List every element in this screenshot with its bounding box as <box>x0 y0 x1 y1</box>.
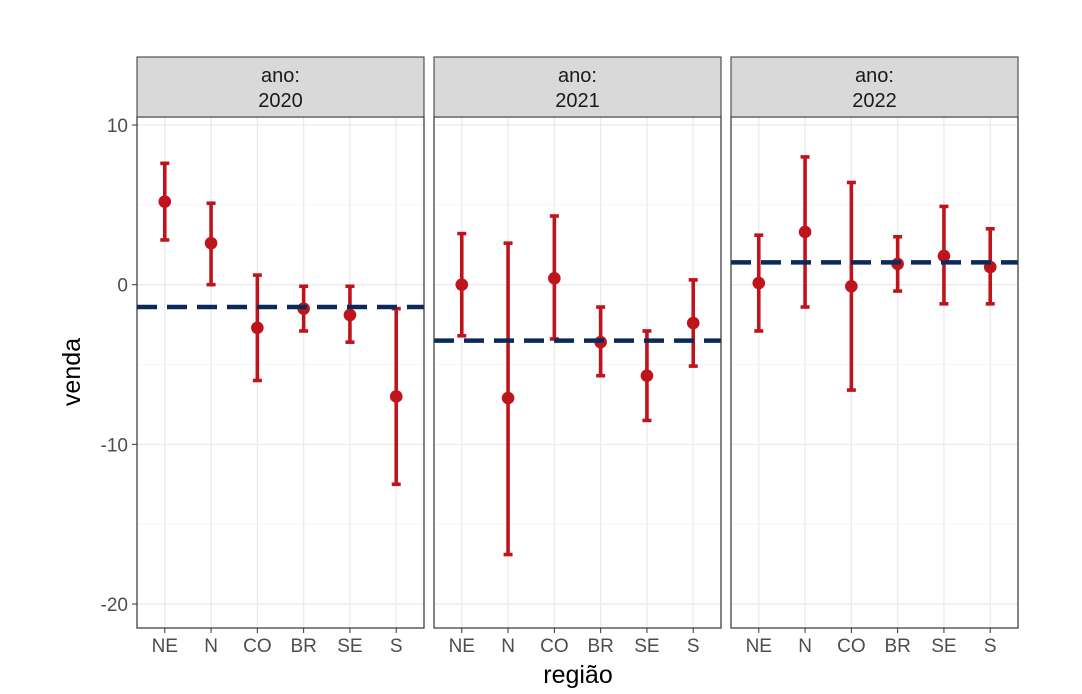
x-tick-label: S <box>687 636 700 657</box>
marks-layer <box>158 155 997 557</box>
data-point-s <box>389 390 403 403</box>
x-tick-label: CO <box>837 636 866 657</box>
x-tick-label: SE <box>634 636 659 657</box>
x-tick-label: BR <box>587 636 613 657</box>
data-point-co <box>548 271 561 285</box>
facet-strip <box>433 56 722 118</box>
x-tick-label: N <box>501 636 515 657</box>
facet-strip-label-line1: ano: <box>558 65 597 87</box>
data-point-ne <box>158 195 172 208</box>
x-tick-label: S <box>390 636 403 657</box>
data-point-n <box>204 236 218 250</box>
x-tick-label: SE <box>337 636 362 657</box>
data-point-co <box>845 279 858 293</box>
facet-strip-label-line1: ano: <box>261 65 300 87</box>
reference-lines-layer <box>137 260 1018 343</box>
y-tick-label: 10 <box>107 116 128 137</box>
x-tick-label: N <box>204 636 218 657</box>
x-tick-label: BR <box>290 636 316 657</box>
data-point-n <box>501 391 515 405</box>
y-tick-label: 0 <box>117 276 128 297</box>
frames-layer: ano: 2020 ano: 2021 ano: 2022 <box>136 56 1019 629</box>
data-point-n <box>798 225 812 239</box>
x-tick-label: S <box>984 636 997 657</box>
x-axis-title: região <box>543 661 613 689</box>
x-tick-label: CO <box>540 636 569 657</box>
facet-strip-label-line1: ano: <box>855 65 894 87</box>
data-point-ne <box>455 278 469 291</box>
data-point-se <box>343 308 357 322</box>
x-tick-label: NE <box>152 636 178 657</box>
facet-strip <box>136 56 425 118</box>
y-tick-label: -20 <box>101 595 128 616</box>
facet-strip-label-line2: 2020 <box>258 90 303 112</box>
axes-layer: NE N CO BR SE S NE N CO BR SE S NE N CO BR SE S 10 0 -10 -20 <box>101 116 997 657</box>
panel-background <box>137 117 424 628</box>
panel-background <box>434 117 721 628</box>
x-tick-label: NE <box>746 636 772 657</box>
x-tick-label: BR <box>884 636 910 657</box>
facet-strip-label-line2: 2022 <box>852 90 897 112</box>
x-tick-label: CO <box>243 636 272 657</box>
y-axis-title: venda <box>58 338 86 406</box>
data-point-se <box>640 369 654 382</box>
facet-strip-label-line2: 2021 <box>555 90 600 112</box>
y-tick-label: -10 <box>101 435 128 456</box>
x-tick-label: NE <box>449 636 475 657</box>
data-point-ne <box>752 276 766 290</box>
grid-layer <box>137 117 1018 628</box>
data-point-se <box>937 249 951 263</box>
data-point-s <box>686 316 700 330</box>
panel-background <box>731 117 1018 628</box>
facet-strip <box>730 56 1019 118</box>
data-point-co <box>251 321 264 335</box>
x-tick-label: SE <box>931 636 956 657</box>
x-tick-label: N <box>798 636 812 657</box>
